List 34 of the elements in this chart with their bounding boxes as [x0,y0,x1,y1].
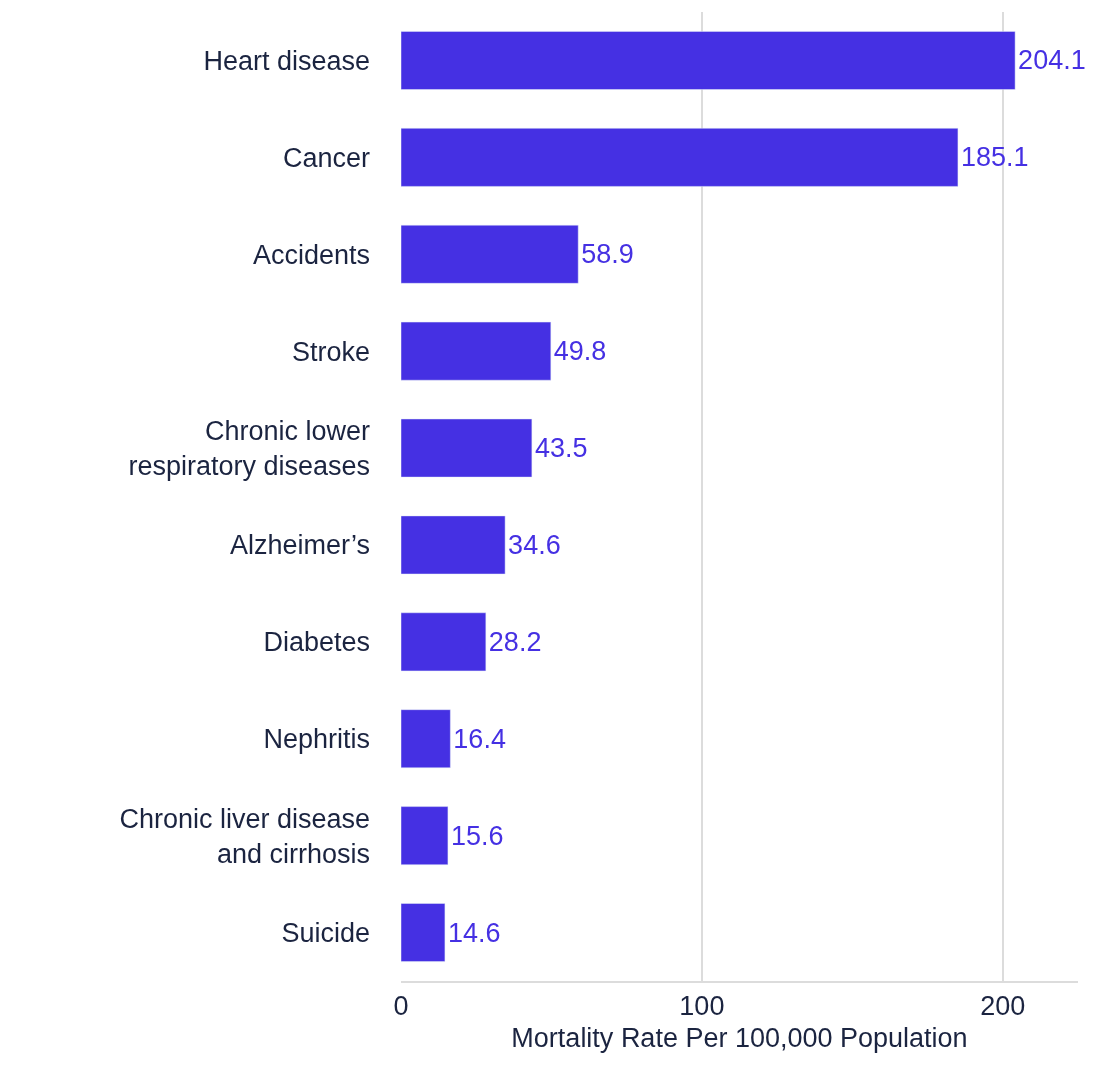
y-tick-label: Cancer [282,142,370,173]
data-label: 49.8 [553,336,607,367]
y-tick-label: Alzheimer’s [229,530,370,561]
data-label: 185.1 [960,142,1029,173]
data-label: 16.4 [453,723,506,754]
data-label: 28.2 [488,626,542,657]
y-tick-label: Stroke [291,336,370,367]
y-tick-label: Diabetes [263,627,370,658]
y-tick-label: Accidents [252,239,370,270]
bar [401,31,1016,90]
data-label: 34.6 [508,529,561,560]
bar [401,224,579,284]
bar [401,612,487,672]
bar [401,806,449,865]
data-label: 14.6 [447,917,501,948]
x-axis-title: Mortality Rate Per 100,000 Population [511,1023,968,1054]
y-tick-label: Nephritis [263,724,370,755]
bar [401,321,552,381]
bar [401,903,446,962]
x-tick-label: 0 [393,991,409,1022]
y-tick-label: Suicide [281,918,370,948]
data-label: 204.1 [1018,45,1086,76]
y-tick-label: Chronic liver disease and cirrhosis [119,803,370,869]
data-label: 43.5 [534,433,588,464]
data-label: 15.6 [450,820,504,851]
y-tick-label: Heart disease [203,45,370,76]
x-tick-label: 200 [980,991,1026,1022]
bar [401,128,959,187]
x-tick-label: 100 [679,991,725,1022]
data-label: 58.9 [581,239,634,270]
bar [401,709,451,769]
bar [401,515,506,575]
bar [401,418,533,478]
y-tick-label: Chronic lower respiratory diseases [128,415,370,482]
